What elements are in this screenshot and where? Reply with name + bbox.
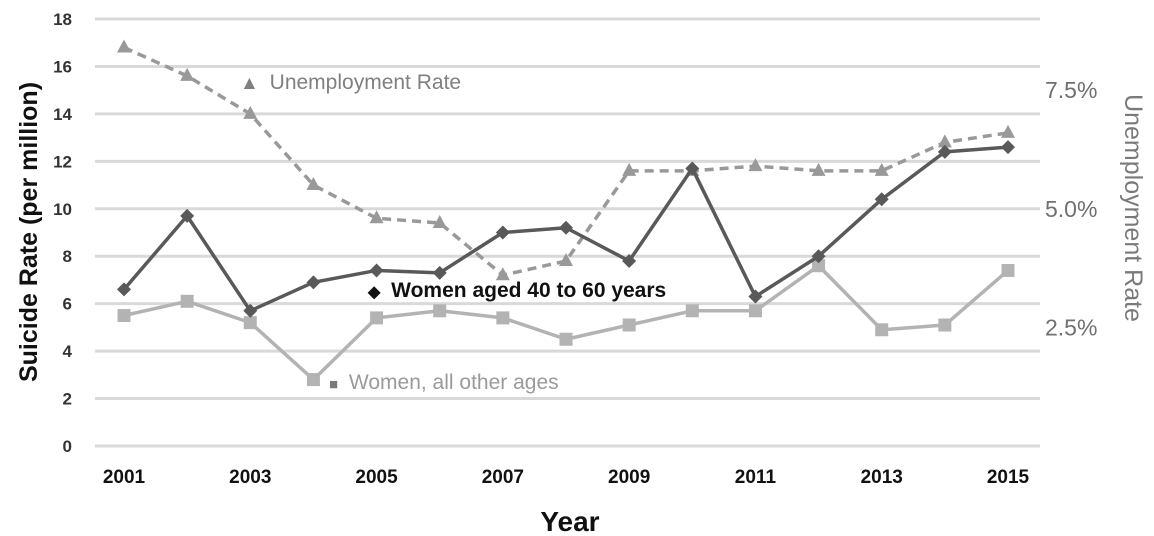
data-point xyxy=(117,309,131,323)
data-point xyxy=(938,318,952,332)
data-point xyxy=(874,162,889,176)
y-tick-label-right: 5.0% xyxy=(1045,196,1097,222)
x-tick-label: 2007 xyxy=(482,467,524,488)
data-point xyxy=(117,282,131,297)
data-point xyxy=(496,311,510,325)
right-axis-ticks: 2.5% 5.0% 7.5% xyxy=(1045,77,1097,340)
data-point xyxy=(748,158,763,172)
data-point xyxy=(432,215,447,229)
data-point xyxy=(1001,124,1015,138)
data-point xyxy=(937,144,952,159)
data-point xyxy=(117,39,131,53)
data-point xyxy=(748,304,762,318)
data-point xyxy=(875,323,889,337)
y-tick-label-left: 2 xyxy=(63,390,72,409)
x-tick-label: 2013 xyxy=(861,467,903,488)
data-point xyxy=(811,249,826,264)
data-point xyxy=(622,253,637,268)
data-point xyxy=(180,294,194,308)
data-point xyxy=(243,105,258,119)
data-point xyxy=(622,318,636,332)
x-tick-label: 2005 xyxy=(355,467,398,488)
y-tick-label-left: 16 xyxy=(53,57,72,76)
data-point xyxy=(1001,140,1015,155)
data-point xyxy=(369,263,384,278)
unemployment-annotation: ▲ Unemployment Rate xyxy=(240,71,461,94)
data-point xyxy=(622,162,637,176)
data-point xyxy=(180,208,195,223)
y-tick-label-left: 10 xyxy=(53,200,72,219)
series-layer xyxy=(117,39,1015,387)
data-point xyxy=(495,225,510,240)
x-tick-label: 2011 xyxy=(735,467,777,488)
data-point xyxy=(937,134,952,148)
data-point xyxy=(369,210,384,224)
data-point xyxy=(306,373,320,387)
data-point xyxy=(495,267,510,281)
square-marker-icon: ■ xyxy=(329,376,338,393)
y-tick-label-right: 7.5% xyxy=(1045,77,1097,103)
x-axis-label: Year xyxy=(540,506,599,536)
data-point xyxy=(306,275,321,290)
x-tick-label: 2009 xyxy=(608,467,650,488)
data-point xyxy=(370,311,384,325)
x-tick-label: 2003 xyxy=(229,467,271,488)
left-axis-ticks: 0 2 4 6 8 10 12 14 16 18 xyxy=(53,10,72,456)
data-point xyxy=(433,304,447,318)
y-axis-label-left: Suicide Rate (per million) xyxy=(15,82,43,382)
data-point xyxy=(748,289,763,304)
series-2 xyxy=(117,39,1015,281)
triangle-marker-icon: ▲ xyxy=(240,73,259,94)
women-40-60-annotation-label: Women aged 40 to 60 years xyxy=(391,279,666,302)
data-point xyxy=(559,220,573,235)
data-point xyxy=(685,161,700,176)
data-point xyxy=(874,192,889,207)
series-line xyxy=(123,45,1009,277)
diamond-marker-icon: ◆ xyxy=(367,284,381,301)
y-tick-label-left: 4 xyxy=(63,342,73,361)
data-point xyxy=(811,162,826,176)
x-tick-label: 2001 xyxy=(103,467,146,488)
series-0 xyxy=(117,140,1015,318)
x-tick-label: 2015 xyxy=(987,467,1030,488)
unemployment-annotation-label: Unemployment Rate xyxy=(270,71,461,94)
data-point xyxy=(1001,263,1015,277)
data-point xyxy=(180,67,195,81)
series-1 xyxy=(117,259,1015,387)
x-axis-ticks: 2001 2003 2005 2007 2009 2011 2013 2015 xyxy=(103,467,1030,488)
data-point xyxy=(306,177,321,191)
data-point xyxy=(812,259,826,273)
women-other-annotation-label: Women, all other ages xyxy=(349,371,559,394)
women-40-60-annotation: ◆ Women aged 40 to 60 years xyxy=(367,279,666,302)
y-tick-label-left: 18 xyxy=(53,10,72,29)
y-tick-label-left: 12 xyxy=(53,152,72,171)
data-point xyxy=(243,303,258,318)
data-point xyxy=(559,332,573,346)
y-tick-label-left: 14 xyxy=(53,105,72,124)
y-tick-label-right: 2.5% xyxy=(1045,314,1097,340)
data-point xyxy=(559,252,573,266)
y-tick-label-left: 6 xyxy=(63,295,72,314)
y-axis-label-right: Unemployment Rate xyxy=(1119,94,1147,322)
data-point xyxy=(432,265,447,280)
women-other-annotation: ■ Women, all other ages xyxy=(329,371,559,394)
y-tick-label-left: 0 xyxy=(63,437,72,456)
data-point xyxy=(243,316,257,330)
data-point xyxy=(685,304,699,318)
y-tick-label-left: 8 xyxy=(63,247,72,266)
